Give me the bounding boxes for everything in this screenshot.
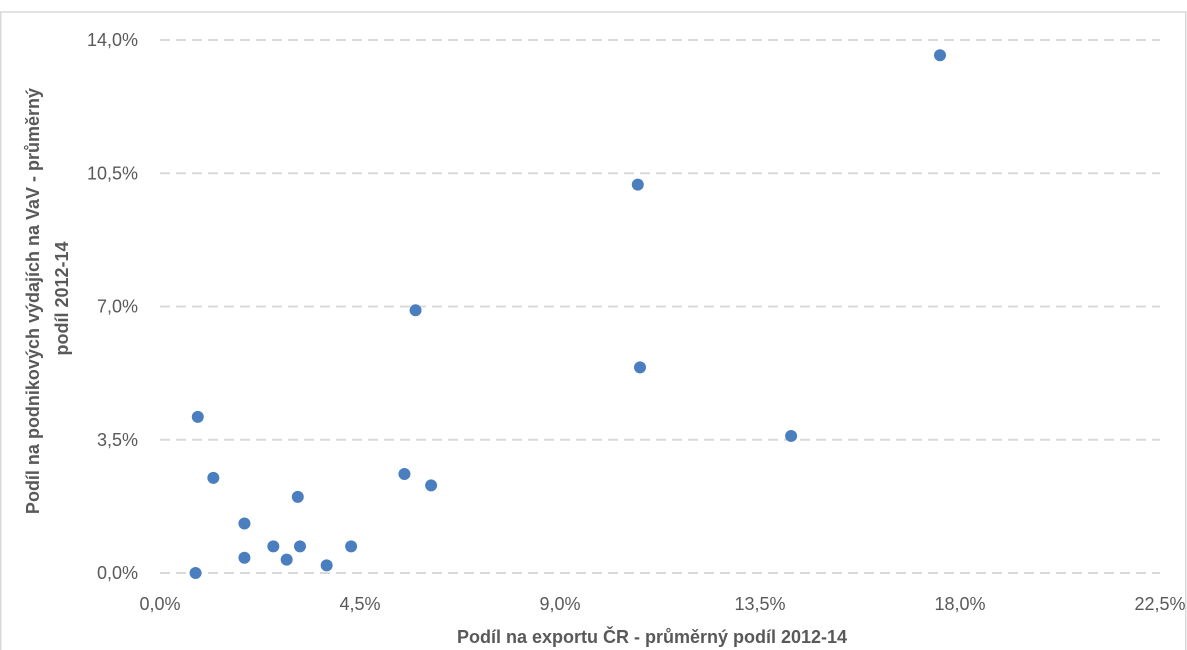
data-point <box>785 429 798 442</box>
data-point <box>398 468 411 481</box>
y-tick-label: 7,0% <box>97 297 138 317</box>
y-tick-label: 10,5% <box>87 163 138 183</box>
data-point <box>634 361 646 374</box>
x-tick-label: 4,5% <box>339 594 380 614</box>
data-point <box>345 540 358 553</box>
chart-frame <box>0 11 1187 650</box>
gridlines <box>160 39 1160 574</box>
tick-labels: 0,0% 3,5% 7,0% 10,5% 14,0% 0,0% 4,5% 9,0% 13,5% 1… <box>87 30 1186 614</box>
data-point <box>934 49 946 62</box>
data-point <box>238 517 251 530</box>
data-point <box>189 567 202 579</box>
data-point <box>267 540 280 553</box>
data-point <box>320 559 333 572</box>
x-tick-label: 22,5% <box>1134 594 1185 614</box>
x-axis-label: Podíl na exportu ČR - průměrný podíl 201… <box>457 626 847 647</box>
y-tick-label: 3,5% <box>97 430 138 450</box>
y-axis-label-line-2: podíl 2012-14 <box>52 241 72 355</box>
data-point <box>191 410 204 423</box>
data-point <box>409 304 422 317</box>
y-axis-label-line-1: Podíl na podnikových výdajích na VaV - p… <box>23 88 43 514</box>
data-points <box>189 49 946 579</box>
y-axis-label: Podíl na podnikových výdajích na VaV - p… <box>23 83 72 514</box>
data-point <box>425 479 438 492</box>
x-tick-label: 0,0% <box>139 594 180 614</box>
data-point <box>294 540 306 553</box>
x-tick-label: 13,5% <box>734 594 785 614</box>
y-tick-label: 14,0% <box>87 30 138 50</box>
x-tick-label: 9,0% <box>539 594 580 614</box>
data-point <box>207 471 220 484</box>
data-point <box>631 178 644 191</box>
y-tick-label: 0,0% <box>97 563 138 583</box>
data-point <box>238 551 251 564</box>
data-point <box>280 553 293 566</box>
x-tick-label: 18,0% <box>934 594 985 614</box>
data-point <box>291 490 304 503</box>
